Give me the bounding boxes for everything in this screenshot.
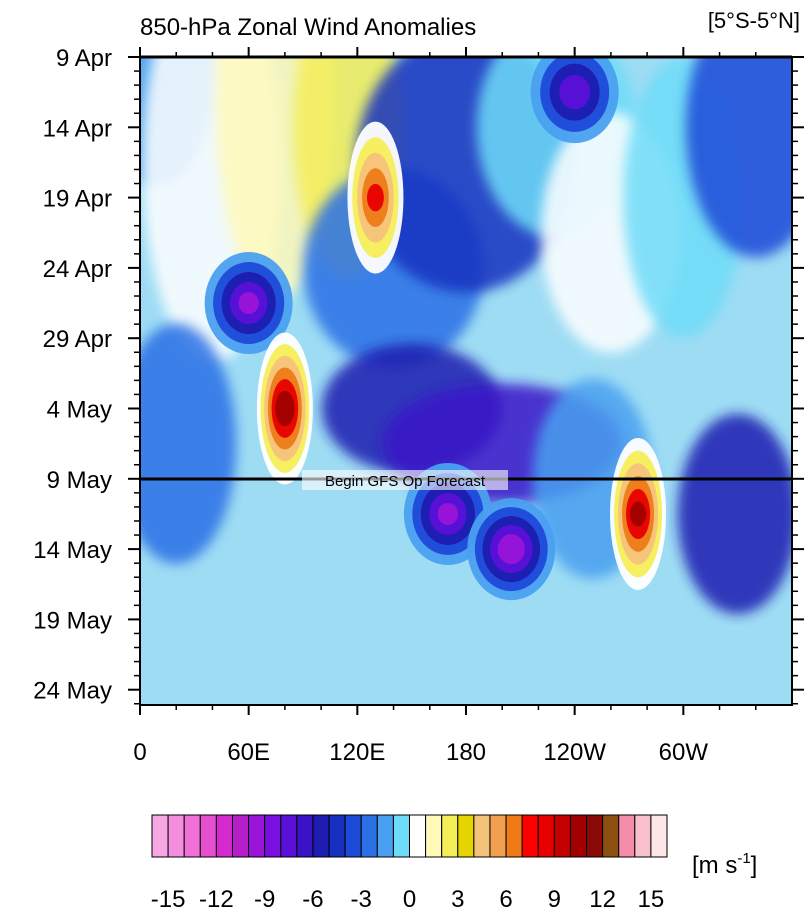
x-tick-label: 120E — [329, 739, 385, 766]
colorbar-tick-label: 15 — [638, 886, 665, 913]
field-patch — [140, 323, 237, 564]
colorbar-swatch — [586, 814, 604, 858]
colorbar-unit-exp: -1 — [737, 850, 750, 867]
colorbar-unit: [m s-1] — [692, 850, 757, 879]
colorbar-swatch — [360, 814, 378, 858]
y-tick-label: 29 Apr — [43, 326, 112, 353]
colorbar-unit-base: [m s — [692, 852, 737, 879]
negative-anomaly-contour — [238, 292, 259, 315]
x-tick-label: 60E — [227, 739, 270, 766]
colorbar-tick-label: -3 — [351, 886, 372, 913]
x-tick-label: 60W — [659, 739, 709, 766]
positive-anomaly-contour — [275, 390, 295, 427]
colorbar-swatch — [296, 814, 314, 858]
colorbar-swatch — [280, 814, 298, 858]
y-tick-label: 14 May — [33, 537, 112, 564]
colorbar-swatch — [328, 814, 346, 858]
anomaly-field — [140, 57, 792, 614]
colorbar-swatch — [231, 814, 250, 858]
field-patch — [677, 413, 792, 614]
negative-anomaly-contour — [437, 502, 459, 525]
x-tick-label: 180 — [446, 739, 486, 766]
forecast-label: Begin GFS Op Forecast — [325, 473, 486, 490]
colorbar-swatch — [569, 814, 588, 858]
colorbar-swatch — [650, 814, 668, 858]
y-tick-label: 19 May — [33, 607, 112, 634]
y-tick-label: 19 Apr — [43, 186, 112, 213]
colorbar-tick-label: -12 — [199, 886, 234, 913]
colorbar-tick-label: -6 — [302, 886, 323, 913]
colorbar-tick-label: -9 — [254, 886, 275, 913]
colorbar-swatch — [441, 814, 459, 858]
colorbar-swatch — [199, 814, 217, 858]
plot-area — [140, 57, 792, 705]
colorbar: -15 -12 -9 -6 -3 0 3 6 9 12 15 — [151, 814, 668, 913]
negative-anomaly-contour — [497, 534, 525, 565]
field-patch — [685, 57, 792, 258]
axes: 0 60E 120E 180 120W 60W 9 Apr 14 Apr 19 Apr 24 Ap… — [33, 45, 804, 766]
colorbar-swatch — [392, 814, 410, 858]
forecast-label-bg — [302, 470, 508, 490]
colorbar-tick-label: 3 — [451, 886, 464, 913]
colorbar-swatch — [553, 814, 571, 858]
y-tick-label: 9 May — [47, 467, 112, 494]
x-tick-label: 0 — [133, 739, 146, 766]
positive-anomaly-contour — [630, 501, 647, 527]
colorbar-swatch — [425, 814, 443, 858]
colorbar-tick-label: 6 — [499, 886, 512, 913]
colorbar-swatch — [151, 814, 169, 858]
y-tick-label: 4 May — [47, 397, 112, 424]
colorbar-swatch — [248, 814, 266, 858]
colorbar-swatch — [489, 814, 507, 858]
colorbar-swatch — [264, 814, 282, 858]
colorbar-tick-label: 12 — [589, 886, 616, 913]
colorbar-swatch — [634, 814, 652, 858]
colorbar-swatch — [376, 814, 394, 858]
colorbar-tick-label: 0 — [403, 886, 416, 913]
y-tick-label: 9 Apr — [56, 45, 112, 72]
y-tick-label: 14 Apr — [43, 115, 112, 142]
y-tick-label: 24 Apr — [43, 256, 112, 283]
colorbar-swatch — [215, 814, 233, 858]
colorbar-swatch — [473, 814, 491, 858]
y-tick-label: 24 May — [33, 678, 112, 705]
colorbar-swatch — [521, 814, 539, 858]
colorbar-swatch — [602, 814, 620, 858]
colorbar-swatch — [183, 814, 201, 858]
positive-anomaly-contour — [367, 183, 384, 212]
colorbar-swatch — [312, 814, 330, 858]
colorbar-swatch — [618, 814, 636, 858]
colorbar-swatch — [457, 814, 475, 858]
region-label: [5°S-5°N] — [708, 8, 800, 33]
colorbar-swatch — [167, 814, 185, 858]
colorbar-swatch — [505, 814, 523, 858]
colorbar-swatch — [537, 814, 555, 858]
chart-title: 850-hPa Zonal Wind Anomalies — [140, 14, 476, 41]
colorbar-unit-close: ] — [751, 852, 758, 879]
x-tick-label: 120W — [543, 739, 606, 766]
colorbar-tick-label: -15 — [151, 886, 186, 913]
colorbar-swatch — [344, 814, 362, 858]
negative-anomaly-contour — [559, 74, 591, 110]
colorbar-tick-label: 9 — [548, 886, 561, 913]
colorbar-swatch — [409, 814, 427, 858]
